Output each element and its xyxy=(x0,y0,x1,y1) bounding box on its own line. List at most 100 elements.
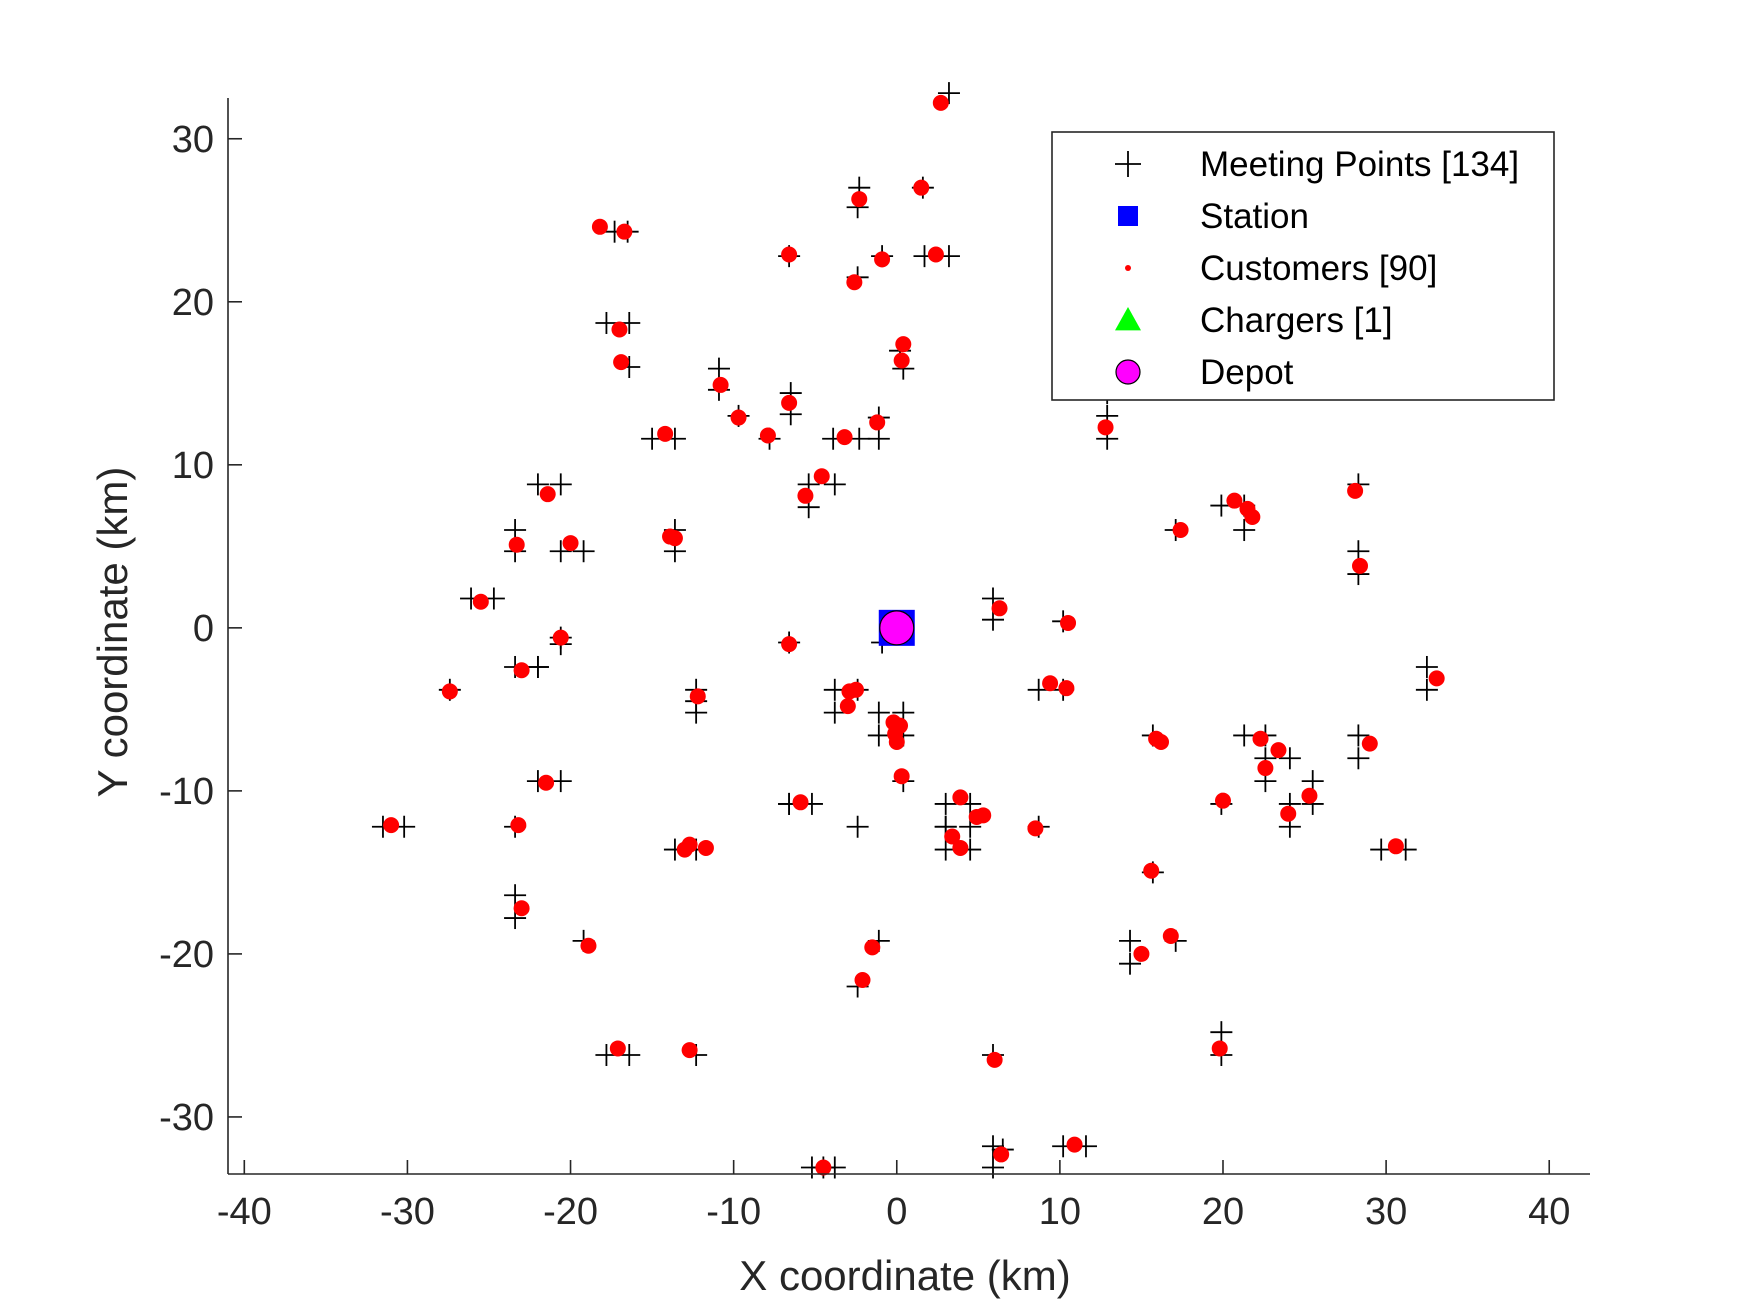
customer-marker xyxy=(538,774,555,791)
customer-marker xyxy=(864,939,881,956)
customer-marker xyxy=(847,681,864,698)
x-tick-label: 30 xyxy=(1365,1191,1407,1233)
meeting-point-marker xyxy=(572,540,595,563)
x-tick-label: -10 xyxy=(706,1191,761,1233)
meeting-point-marker xyxy=(982,1156,1005,1179)
customer-marker xyxy=(944,828,961,845)
x-tick-label: 20 xyxy=(1202,1191,1244,1233)
meeting-point-marker xyxy=(1119,929,1142,952)
customer-marker xyxy=(1060,614,1077,631)
meeting-point-marker xyxy=(1210,1021,1233,1044)
meeting-point-marker xyxy=(504,884,527,907)
customer-marker xyxy=(913,179,930,196)
legend-label: Depot xyxy=(1200,353,1294,392)
meeting-point-marker xyxy=(1415,678,1438,701)
customer-marker xyxy=(1143,862,1160,879)
meeting-point-marker xyxy=(1370,838,1393,861)
axes: -40 -30 -20 -10 0 10 20 30 40 -30 -20 -10 0 10 20 30 xyxy=(159,98,1590,1233)
customer-marker xyxy=(730,409,747,426)
customer-marker xyxy=(781,246,798,263)
customer-marker xyxy=(616,223,633,240)
customer-marker xyxy=(508,536,525,553)
meeting-point-marker xyxy=(867,427,890,450)
customer-marker xyxy=(666,530,683,547)
customer-marker xyxy=(781,636,798,653)
customer-marker xyxy=(797,487,814,504)
customer-marker xyxy=(893,352,910,369)
customer-marker xyxy=(562,535,579,552)
customer-marker xyxy=(580,937,597,954)
customer-marker xyxy=(1214,792,1231,809)
customer-marker xyxy=(1252,730,1269,747)
meeting-point-marker xyxy=(934,792,957,815)
customer-marker xyxy=(539,486,556,503)
meeting-point-marker xyxy=(982,1135,1005,1158)
x-axis-title: X coordinate (km) xyxy=(739,1252,1070,1299)
customer-marker xyxy=(681,836,698,853)
meeting-point-marker xyxy=(867,701,890,724)
customer-marker xyxy=(1162,927,1179,944)
meeting-point-marker xyxy=(526,473,549,496)
customer-marker xyxy=(1148,730,1165,747)
customer-marker xyxy=(952,839,969,856)
y-tick-label: 20 xyxy=(172,282,214,324)
customer-marker xyxy=(1352,557,1369,574)
customer-marker xyxy=(552,629,569,646)
meeting-point-marker xyxy=(1233,724,1256,747)
customer-marker xyxy=(1239,500,1256,517)
customer-marker xyxy=(1280,805,1297,822)
meeting-point-marker xyxy=(846,815,869,838)
customer-marker xyxy=(1226,492,1243,509)
legend-marker-square xyxy=(1118,206,1138,226)
customer-marker xyxy=(1301,787,1318,804)
legend-label: Station xyxy=(1200,197,1309,236)
meeting-point-marker xyxy=(1347,747,1370,770)
customer-marker xyxy=(1058,680,1075,697)
customer-marker xyxy=(895,336,912,353)
x-tick-label: 10 xyxy=(1039,1191,1081,1233)
customer-marker xyxy=(681,1042,698,1059)
meeting-point-marker xyxy=(549,473,572,496)
x-tick-label: -40 xyxy=(217,1191,272,1233)
legend-marker-dot xyxy=(1125,265,1131,271)
customer-marker xyxy=(472,593,489,610)
customer-marker xyxy=(792,794,809,811)
customer-marker xyxy=(986,1051,1003,1068)
customer-marker xyxy=(893,768,910,785)
x-tick-label: -30 xyxy=(380,1191,435,1233)
customer-marker xyxy=(1347,482,1364,499)
customer-marker xyxy=(513,900,530,917)
customer-marker xyxy=(851,191,868,208)
customer-marker xyxy=(993,1146,1010,1163)
customer-marker xyxy=(609,1040,626,1057)
customer-marker xyxy=(1270,742,1287,759)
customer-marker xyxy=(846,274,863,291)
customer-marker xyxy=(759,427,776,444)
customer-marker xyxy=(1257,760,1274,777)
x-tick-label: 40 xyxy=(1528,1191,1570,1233)
customer-marker xyxy=(888,733,905,750)
meeting-point-marker xyxy=(1119,952,1142,975)
customer-marker xyxy=(657,425,674,442)
legend-label: Meeting Points [134] xyxy=(1200,145,1519,184)
customer-marker xyxy=(874,251,891,268)
customer-marker xyxy=(836,429,853,446)
customer-marker xyxy=(513,662,530,679)
customer-marker xyxy=(781,394,798,411)
legend-marker-triangle xyxy=(1115,307,1141,331)
y-tick-label: -10 xyxy=(159,771,214,813)
y-tick-label: -30 xyxy=(159,1097,214,1139)
meeting-point-marker xyxy=(1301,770,1324,793)
series-dot xyxy=(383,94,1445,1176)
meeting-point-marker xyxy=(549,540,572,563)
series-circle xyxy=(879,610,915,646)
meeting-point-marker xyxy=(707,357,730,380)
customer-marker xyxy=(1172,522,1189,539)
customer-marker xyxy=(613,354,630,371)
customer-marker xyxy=(1027,820,1044,837)
meeting-point-marker xyxy=(595,311,618,334)
customer-marker xyxy=(712,376,729,393)
customer-marker xyxy=(1133,945,1150,962)
customer-marker xyxy=(1097,419,1114,436)
